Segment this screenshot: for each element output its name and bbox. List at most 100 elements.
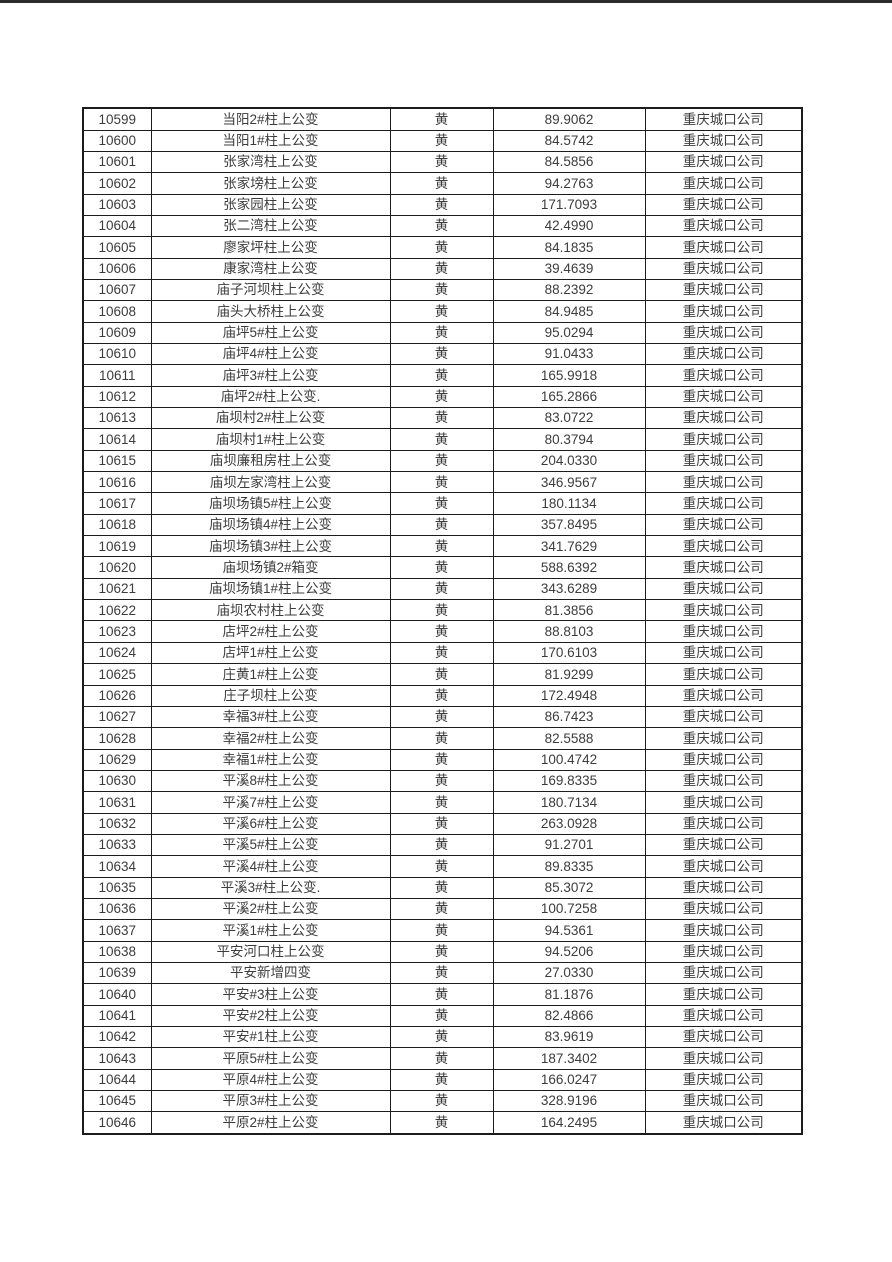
- table-cell-company: 重庆城口公司: [644, 471, 803, 494]
- table-cell-company: 重庆城口公司: [644, 321, 803, 345]
- table-row: 10646 平原2#柱上公变黄 164.2495 重庆城口公司: [82, 1111, 803, 1135]
- table-cell-grade: 黄: [389, 1047, 494, 1070]
- table-cell-name: 平安#1柱上公变: [150, 1026, 391, 1049]
- table-cell-grade: 黄: [389, 641, 494, 665]
- table-row: 10645 平原3#柱上公变黄 328.9196 重庆城口公司: [82, 1090, 803, 1113]
- table-cell-value: 85.3072: [492, 876, 646, 899]
- table-cell-name: 平安#3柱上公变: [150, 983, 391, 1006]
- table-cell-grade: 黄: [389, 150, 494, 174]
- table-cell-value: 82.5588: [492, 727, 646, 750]
- table-cell-value: 94.5361: [492, 919, 646, 942]
- table-cell-grade: 黄: [389, 193, 494, 216]
- table-cell-value: 169.8335: [492, 769, 646, 793]
- table-cell-grade: 黄: [389, 385, 494, 409]
- table-cell-company: 重庆城口公司: [644, 620, 803, 643]
- table-cell-id: 10600: [82, 129, 152, 152]
- table-cell-id: 10639: [82, 961, 152, 985]
- table-row: 10618 庙坝场镇4#柱上公变黄 357.8495 重庆城口公司: [82, 513, 803, 537]
- table-cell-name: 庙坝廉租房柱上公变: [150, 449, 391, 473]
- table-cell-company: 重庆城口公司: [644, 748, 803, 771]
- table-cell-name: 平原5#柱上公变: [150, 1047, 391, 1070]
- table-row: 10629 幸福1#柱上公变黄 100.4742 重庆城口公司: [82, 748, 803, 771]
- table-cell-name: 平安#2柱上公变: [150, 1004, 391, 1028]
- table-cell-value: 84.1835: [492, 236, 646, 259]
- table-cell-name: 庙坝村1#柱上公变: [150, 428, 391, 451]
- table-row: 10625 庄黄1#柱上公变黄 81.9299 重庆城口公司: [82, 663, 803, 686]
- table-cell-company: 重庆城口公司: [644, 492, 803, 515]
- table-row: 10610 庙坪4#柱上公变黄 91.0433 重庆城口公司: [82, 343, 803, 366]
- table-cell-grade: 黄: [389, 599, 494, 622]
- table-cell-name: 平溪4#柱上公变: [150, 855, 391, 878]
- table-cell-grade: 黄: [389, 214, 494, 238]
- table-cell-company: 重庆城口公司: [644, 1068, 803, 1092]
- table-row: 10621 庙坝场镇1#柱上公变黄 343.6289 重庆城口公司: [82, 577, 803, 601]
- table-cell-id: 10645: [82, 1090, 152, 1113]
- table-cell-id: 10646: [82, 1111, 152, 1135]
- table-row: 10615 庙坝廉租房柱上公变黄 204.0330 重庆城口公司: [82, 449, 803, 473]
- table-row: 10634 平溪4#柱上公变黄 89.8335 重庆城口公司: [82, 855, 803, 878]
- table-cell-name: 幸福1#柱上公变: [150, 748, 391, 771]
- table-cell-value: 39.4639: [492, 257, 646, 280]
- table-cell-name: 庙坝左家湾柱上公变: [150, 471, 391, 494]
- table-cell-name: 平安河口柱上公变: [150, 940, 391, 963]
- table-row: 10642 平安#1柱上公变黄 83.9619 重庆城口公司: [82, 1026, 803, 1049]
- table-row: 10617 庙坝场镇5#柱上公变黄 180.1134 重庆城口公司: [82, 492, 803, 515]
- table-cell-grade: 黄: [389, 961, 494, 985]
- table-cell-company: 重庆城口公司: [644, 107, 803, 131]
- table-cell-name: 幸福2#柱上公变: [150, 727, 391, 750]
- table-cell-company: 重庆城口公司: [644, 833, 803, 857]
- table-row: 10632 平溪6#柱上公变黄 263.0928 重庆城口公司: [82, 812, 803, 835]
- table-cell-name: 平溪8#柱上公变: [150, 769, 391, 793]
- table-cell-id: 10603: [82, 193, 152, 216]
- table-cell-company: 重庆城口公司: [644, 663, 803, 686]
- table-cell-id: 10601: [82, 150, 152, 174]
- table-cell-company: 重庆城口公司: [644, 1026, 803, 1049]
- table-cell-name: 平原3#柱上公变: [150, 1090, 391, 1113]
- table-cell-name: 庙坝农村柱上公变: [150, 599, 391, 622]
- table-cell-id: 10625: [82, 663, 152, 686]
- table-cell-id: 10618: [82, 513, 152, 537]
- table-row: 10626 庄子坝柱上公变黄 172.4948 重庆城口公司: [82, 684, 803, 707]
- table-cell-id: 10602: [82, 172, 152, 195]
- table-cell-company: 重庆城口公司: [644, 897, 803, 921]
- table-cell-grade: 黄: [389, 833, 494, 857]
- table-cell-grade: 黄: [389, 343, 494, 366]
- table-cell-id: 10599: [82, 107, 152, 131]
- table-cell-grade: 黄: [389, 471, 494, 494]
- table-row: 10605 廖家坪柱上公变黄 84.1835 重庆城口公司: [82, 236, 803, 259]
- table-cell-value: 187.3402: [492, 1047, 646, 1070]
- table-cell-value: 84.5742: [492, 129, 646, 152]
- table-cell-id: 10608: [82, 300, 152, 323]
- table-cell-value: 172.4948: [492, 684, 646, 707]
- table-cell-grade: 黄: [389, 513, 494, 537]
- table-cell-company: 重庆城口公司: [644, 214, 803, 238]
- table-cell-grade: 黄: [389, 897, 494, 921]
- table-cell-grade: 黄: [389, 492, 494, 515]
- table-cell-name: 平溪1#柱上公变: [150, 919, 391, 942]
- table-cell-name: 张二湾柱上公变: [150, 214, 391, 238]
- table-cell-value: 94.2763: [492, 172, 646, 195]
- table-cell-grade: 黄: [389, 620, 494, 643]
- table-row: 10628 幸福2#柱上公变黄 82.5588 重庆城口公司: [82, 727, 803, 750]
- table-cell-id: 10619: [82, 535, 152, 558]
- table-cell-company: 重庆城口公司: [644, 407, 803, 430]
- table-cell-name: 张家园柱上公变: [150, 193, 391, 216]
- table-cell-name: 平溪6#柱上公变: [150, 812, 391, 835]
- table-cell-company: 重庆城口公司: [644, 385, 803, 409]
- table-cell-company: 重庆城口公司: [644, 535, 803, 558]
- table-cell-id: 10621: [82, 577, 152, 601]
- table-cell-id: 10612: [82, 385, 152, 409]
- table-cell-id: 10642: [82, 1026, 152, 1049]
- table-cell-name: 庙坪3#柱上公变: [150, 364, 391, 387]
- table-row: 10603 张家园柱上公变黄 171.7093 重庆城口公司: [82, 193, 803, 216]
- table-cell-company: 重庆城口公司: [644, 1004, 803, 1028]
- table-row: 10600 当阳1#柱上公变黄 84.5742 重庆城口公司: [82, 129, 803, 152]
- table-cell-value: 88.2392: [492, 278, 646, 302]
- table-row: 10627 幸福3#柱上公变黄 86.7423 重庆城口公司: [82, 705, 803, 729]
- table-cell-name: 庙坝场镇4#柱上公变: [150, 513, 391, 537]
- table-cell-id: 10640: [82, 983, 152, 1006]
- table-row: 10620 庙坝场镇2#箱变黄 588.6392 重庆城口公司: [82, 556, 803, 579]
- table-row: 10604 张二湾柱上公变黄 42.4990 重庆城口公司: [82, 214, 803, 238]
- table-cell-grade: 黄: [389, 535, 494, 558]
- table-cell-company: 重庆城口公司: [644, 983, 803, 1006]
